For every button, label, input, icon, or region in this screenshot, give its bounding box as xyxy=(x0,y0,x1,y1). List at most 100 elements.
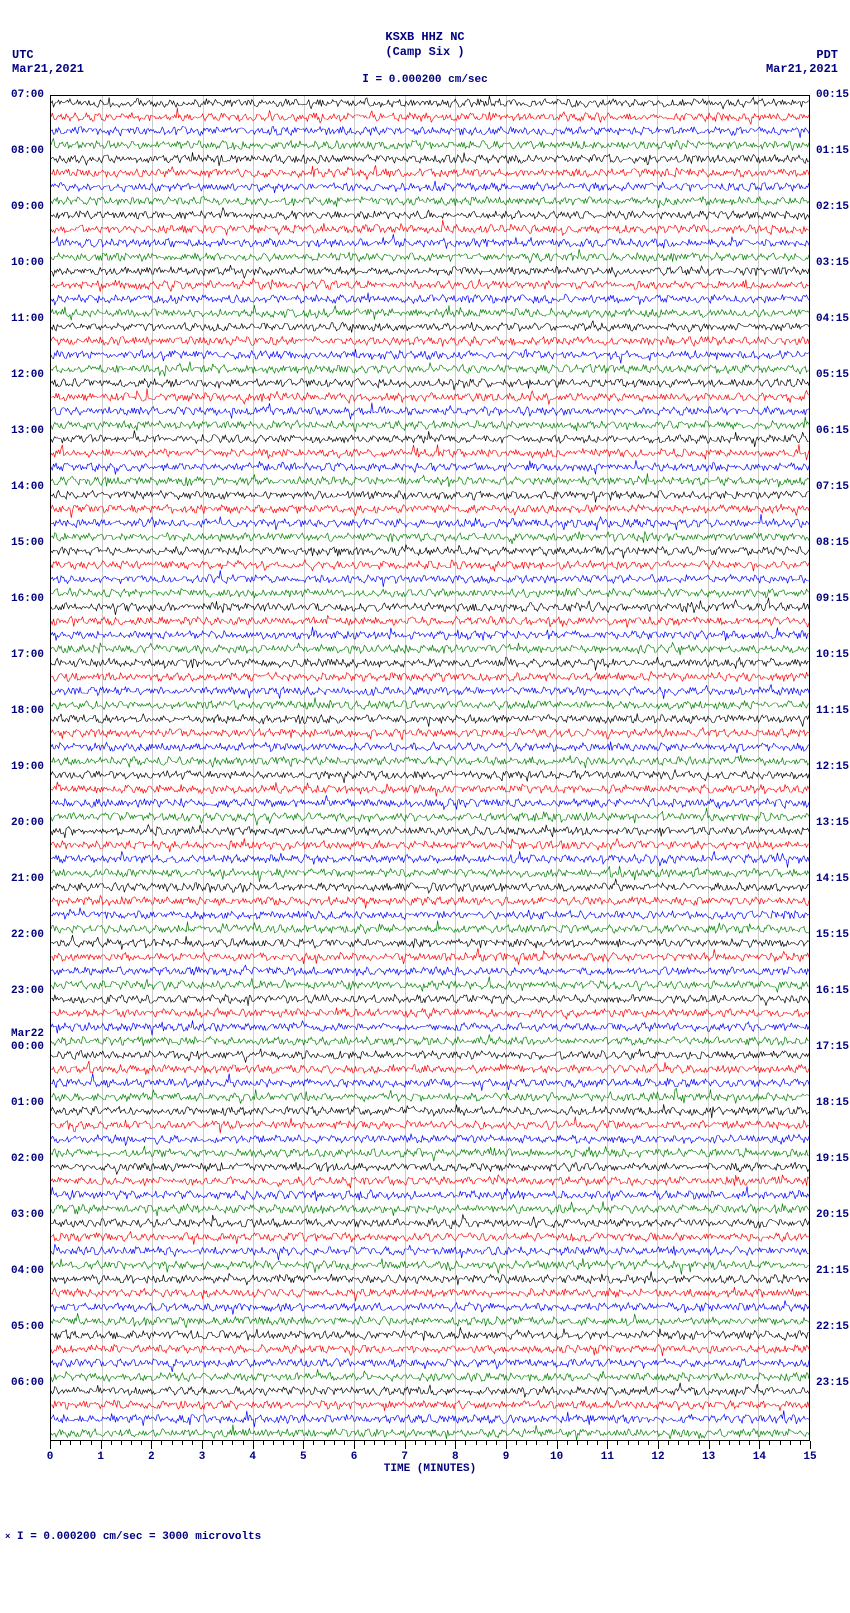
right-tz: PDT xyxy=(816,48,838,62)
x-tick-minor xyxy=(313,1441,314,1445)
seismic-trace xyxy=(51,152,809,166)
seismic-trace xyxy=(51,992,809,1006)
x-tick-minor xyxy=(364,1441,365,1445)
x-tick-major xyxy=(253,1441,254,1449)
right-date: Mar21,2021 xyxy=(766,62,838,76)
x-tick-minor xyxy=(465,1441,466,1445)
x-tick-minor xyxy=(293,1441,294,1445)
seismic-trace xyxy=(51,908,809,922)
seismic-trace xyxy=(51,782,809,796)
x-tick-major xyxy=(303,1441,304,1449)
x-tick-major xyxy=(151,1441,152,1449)
pdt-label: 05:15 xyxy=(816,369,849,381)
x-tick-major xyxy=(759,1441,760,1449)
x-tick-minor xyxy=(587,1441,588,1445)
x-tick-minor xyxy=(668,1441,669,1445)
utc-label: 19:00 xyxy=(11,761,44,773)
hour-block: 21:0014:15 xyxy=(51,880,809,936)
seismic-trace xyxy=(51,740,809,754)
seismic-trace xyxy=(51,1104,809,1118)
scale-text: = 0.000200 cm/sec xyxy=(376,74,488,86)
x-tick-label: 13 xyxy=(702,1451,715,1463)
hour-block: 04:0021:15 xyxy=(51,1272,809,1328)
seismic-trace xyxy=(51,124,809,138)
x-tick-minor xyxy=(516,1441,517,1445)
seismic-trace xyxy=(51,684,809,698)
x-tick-minor xyxy=(91,1441,92,1445)
pdt-label: 07:15 xyxy=(816,481,849,493)
x-tick-minor xyxy=(800,1441,801,1445)
seismic-trace xyxy=(51,964,809,978)
utc-label: 14:00 xyxy=(11,481,44,493)
hour-block: Mar2200:0017:15 xyxy=(51,1048,809,1104)
x-tick-minor xyxy=(263,1441,264,1445)
date-label: Mar22 xyxy=(11,1028,44,1040)
x-tick-minor xyxy=(476,1441,477,1445)
header-right: PDT Mar21,2021 xyxy=(766,48,838,76)
seismic-trace xyxy=(51,96,809,110)
seismic-trace xyxy=(51,768,809,782)
x-tick-minor xyxy=(496,1441,497,1445)
seismic-trace xyxy=(51,278,809,292)
seismic-trace xyxy=(51,754,809,768)
utc-label: 09:00 xyxy=(11,201,44,213)
x-tick-minor xyxy=(678,1441,679,1445)
seismic-trace xyxy=(51,418,809,432)
seismic-trace xyxy=(51,1048,809,1062)
seismic-trace xyxy=(51,208,809,222)
utc-label: 13:00 xyxy=(11,425,44,437)
seismic-trace xyxy=(51,1202,809,1216)
seismic-trace xyxy=(51,1146,809,1160)
seismic-trace xyxy=(51,978,809,992)
pdt-label: 01:15 xyxy=(816,145,849,157)
x-tick-minor xyxy=(60,1441,61,1445)
x-tick-minor xyxy=(769,1441,770,1445)
x-tick-major xyxy=(354,1441,355,1449)
x-tick-label: 15 xyxy=(803,1451,816,1463)
x-tick-major xyxy=(506,1441,507,1449)
seismic-trace xyxy=(51,348,809,362)
seismic-trace xyxy=(51,516,809,530)
utc-label: 02:00 xyxy=(11,1153,44,1165)
seismic-trace xyxy=(51,446,809,460)
x-tick-label: 5 xyxy=(300,1451,307,1463)
seismic-trace xyxy=(51,586,809,600)
pdt-label: 15:15 xyxy=(816,929,849,941)
utc-label: 01:00 xyxy=(11,1097,44,1109)
x-tick-minor xyxy=(749,1441,750,1445)
seismic-trace xyxy=(51,866,809,880)
seismic-trace xyxy=(51,1160,809,1174)
x-tick-major xyxy=(709,1441,710,1449)
x-tick-label: 2 xyxy=(148,1451,155,1463)
hour-block: 06:0023:15 xyxy=(51,1384,809,1440)
x-tick-minor xyxy=(384,1441,385,1445)
x-tick-minor xyxy=(526,1441,527,1445)
x-tick-minor xyxy=(70,1441,71,1445)
hour-block: 18:0011:15 xyxy=(51,712,809,768)
x-tick-minor xyxy=(638,1441,639,1445)
utc-label: 20:00 xyxy=(11,817,44,829)
seismic-trace xyxy=(51,1314,809,1328)
x-tick-major xyxy=(607,1441,608,1449)
seismic-trace xyxy=(51,1272,809,1286)
x-tick-minor xyxy=(780,1441,781,1445)
header-left: UTC Mar21,2021 xyxy=(12,48,84,76)
seismic-trace xyxy=(51,698,809,712)
x-tick-minor xyxy=(729,1441,730,1445)
station-code: KSXB HHZ NC xyxy=(385,30,464,44)
x-tick-minor xyxy=(688,1441,689,1445)
x-tick-label: 14 xyxy=(753,1451,766,1463)
x-tick-minor xyxy=(243,1441,244,1445)
utc-label: 05:00 xyxy=(11,1321,44,1333)
x-tick-minor xyxy=(273,1441,274,1445)
seismic-trace xyxy=(51,922,809,936)
seismic-trace xyxy=(51,838,809,852)
seismic-trace xyxy=(51,1384,809,1398)
seismic-trace xyxy=(51,1006,809,1020)
x-tick-major xyxy=(101,1441,102,1449)
utc-label: 04:00 xyxy=(11,1265,44,1277)
seismic-trace xyxy=(51,488,809,502)
x-tick-major xyxy=(202,1441,203,1449)
seismic-trace xyxy=(51,362,809,376)
pdt-label: 12:15 xyxy=(816,761,849,773)
